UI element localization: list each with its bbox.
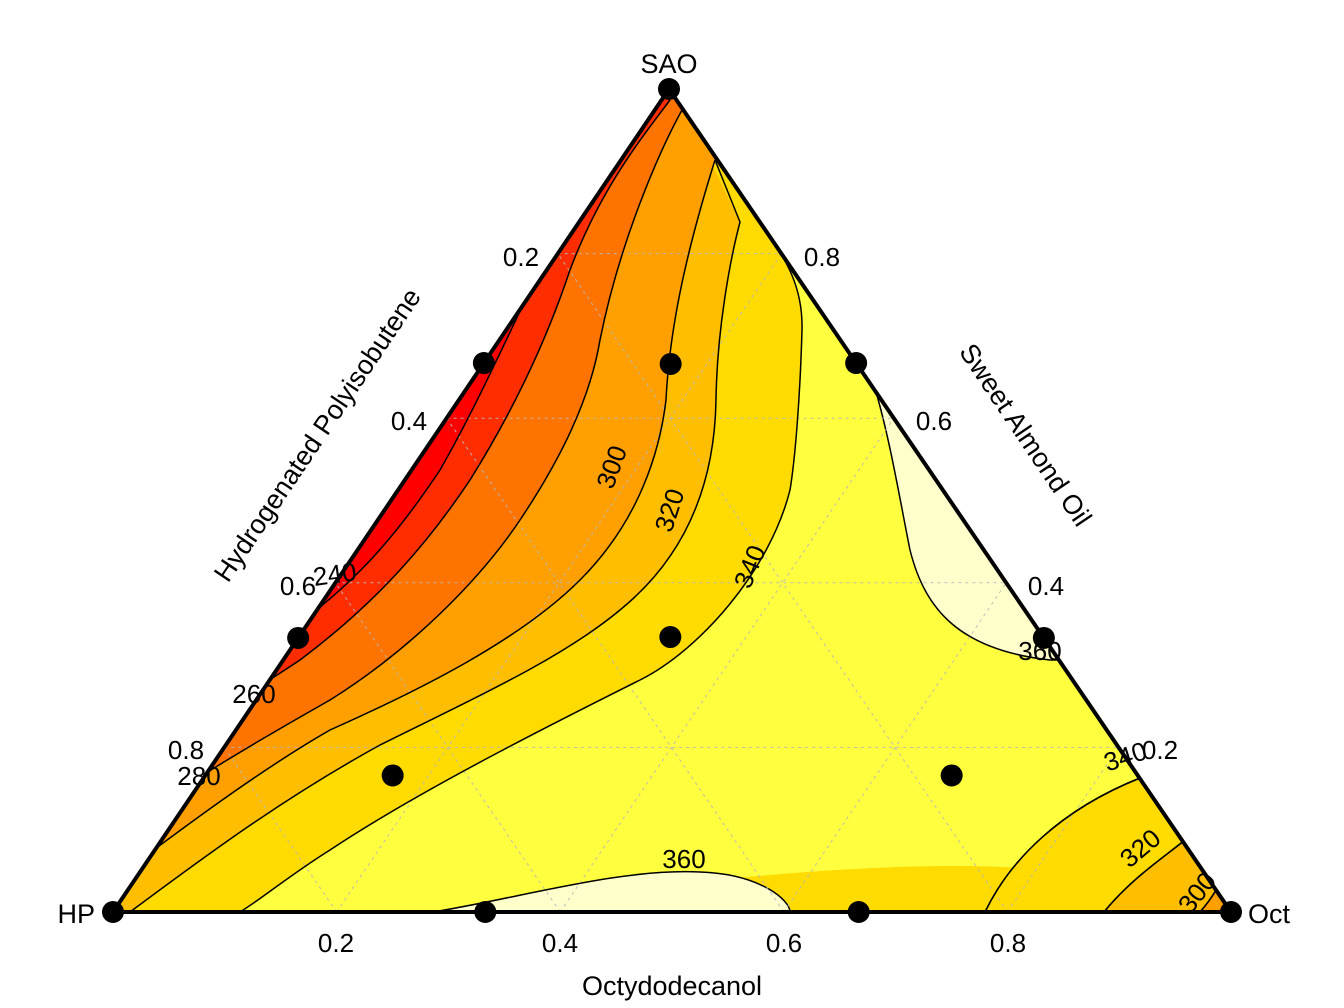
design-points (102, 78, 1242, 923)
grid-line (1006, 747, 1120, 913)
design-point (658, 78, 680, 100)
right-axis-title: Sweet Almond Oil (953, 338, 1097, 531)
bottom-tick-label: 0.8 (990, 928, 1026, 958)
contour-label-360: 360 (662, 844, 705, 874)
contour-band (432, 870, 791, 912)
bottom-tick-label: 0.2 (318, 928, 354, 958)
design-point (1032, 626, 1055, 649)
contour-label-280: 280 (177, 761, 220, 791)
tick-labels: 0.2 0.4 0.6 0.8 0.8 0.6 0.4 0.2 0.2 0.4 … (168, 242, 1178, 958)
contour-line (113, 159, 716, 891)
vertex-label-right: Oct (1248, 899, 1291, 929)
left-tick-label: 0.2 (503, 242, 539, 272)
vertex-labels: SAO HP Oct (57, 49, 1290, 929)
design-point (847, 901, 870, 923)
left-tick-label: 0.8 (168, 735, 204, 765)
left-tick-label: 0.6 (280, 571, 316, 601)
grid-line (223, 747, 338, 913)
grid-lines (223, 253, 1120, 913)
design-point (287, 626, 310, 649)
bottom-tick-label: 0.4 (542, 928, 578, 958)
design-point (659, 626, 682, 649)
design-point (381, 764, 404, 787)
bottom-axis-title: Octydodecanol (582, 971, 762, 1001)
grid-line (783, 582, 1007, 913)
triangle-frame (111, 87, 1233, 914)
design-point (472, 352, 495, 375)
contour-line (984, 777, 1141, 912)
right-tick-label: 0.6 (916, 406, 952, 436)
bottom-tick-label: 0.6 (766, 928, 802, 958)
contour-line (113, 109, 683, 851)
contour-label-360: 360 (1018, 636, 1061, 666)
contour-label-240: 240 (311, 556, 358, 592)
contour-line (1103, 839, 1186, 912)
design-point (474, 901, 497, 923)
right-tick-label: 0.4 (1028, 571, 1064, 601)
right-tick-label: 0.8 (804, 242, 840, 272)
design-point (940, 764, 963, 787)
contour-line (129, 159, 741, 912)
vertex-label-left: HP (57, 899, 95, 929)
design-point (102, 901, 124, 923)
design-point (659, 352, 682, 375)
left-tick-label: 0.4 (391, 406, 427, 436)
grid-line (446, 417, 785, 913)
right-tick-label: 0.2 (1142, 735, 1178, 765)
vertex-label-top: SAO (640, 49, 697, 79)
contour-label-260: 260 (232, 679, 275, 709)
grid-line (559, 417, 895, 913)
design-point (1220, 901, 1242, 923)
design-point (845, 352, 868, 375)
contour-line (239, 211, 803, 912)
